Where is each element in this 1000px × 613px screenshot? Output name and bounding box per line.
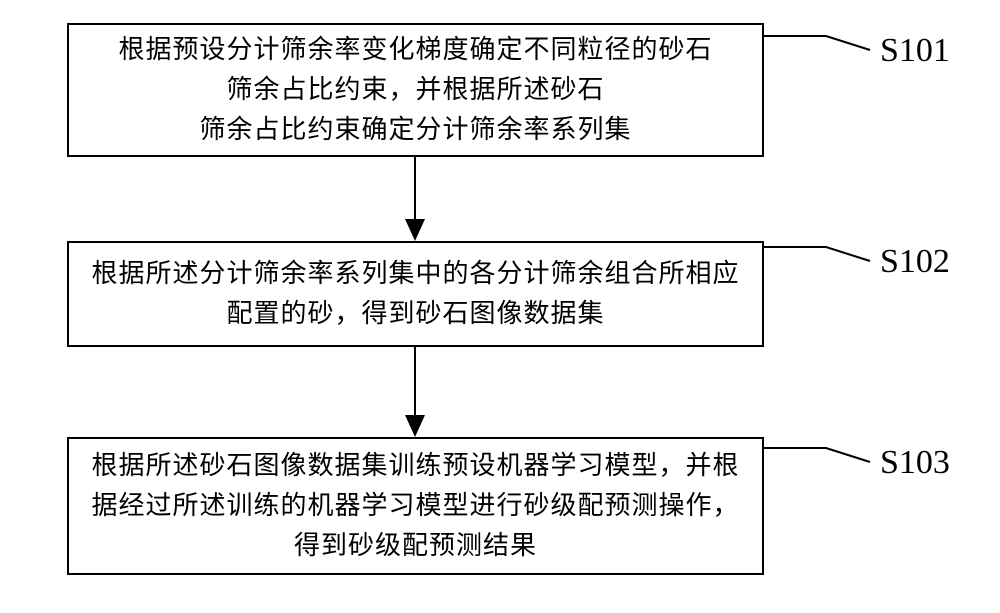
- arrow-down-icon: [405, 347, 425, 437]
- step-label: S102: [880, 243, 950, 281]
- node-text: 根据所述分计筛余率系列集中的各分计筛余组合所相应配置的砂，得到砂石图像数据集: [91, 254, 739, 335]
- step-label: S103: [880, 444, 950, 482]
- node-text: 根据预设分计筛余率变化梯度确定不同粒径的砂石筛余占比约束，并根据所述砂石筛余占比…: [118, 30, 712, 151]
- node-text: 根据所述砂石图像数据集训练预设机器学习模型，并根据经过所述训练的机器学习模型进行…: [91, 446, 739, 567]
- leader-line: [763, 246, 871, 262]
- arrow-down-icon: [405, 157, 425, 241]
- flowchart-node: 根据所述砂石图像数据集训练预设机器学习模型，并根据经过所述训练的机器学习模型进行…: [67, 437, 764, 575]
- step-label: S101: [880, 32, 950, 70]
- leader-line: [763, 447, 871, 463]
- flowchart-node: 根据所述分计筛余率系列集中的各分计筛余组合所相应配置的砂，得到砂石图像数据集: [67, 241, 764, 347]
- flowchart-canvas: 根据预设分计筛余率变化梯度确定不同粒径的砂石筛余占比约束，并根据所述砂石筛余占比…: [0, 0, 1000, 613]
- flowchart-node: 根据预设分计筛余率变化梯度确定不同粒径的砂石筛余占比约束，并根据所述砂石筛余占比…: [67, 23, 764, 157]
- leader-line: [763, 35, 871, 51]
